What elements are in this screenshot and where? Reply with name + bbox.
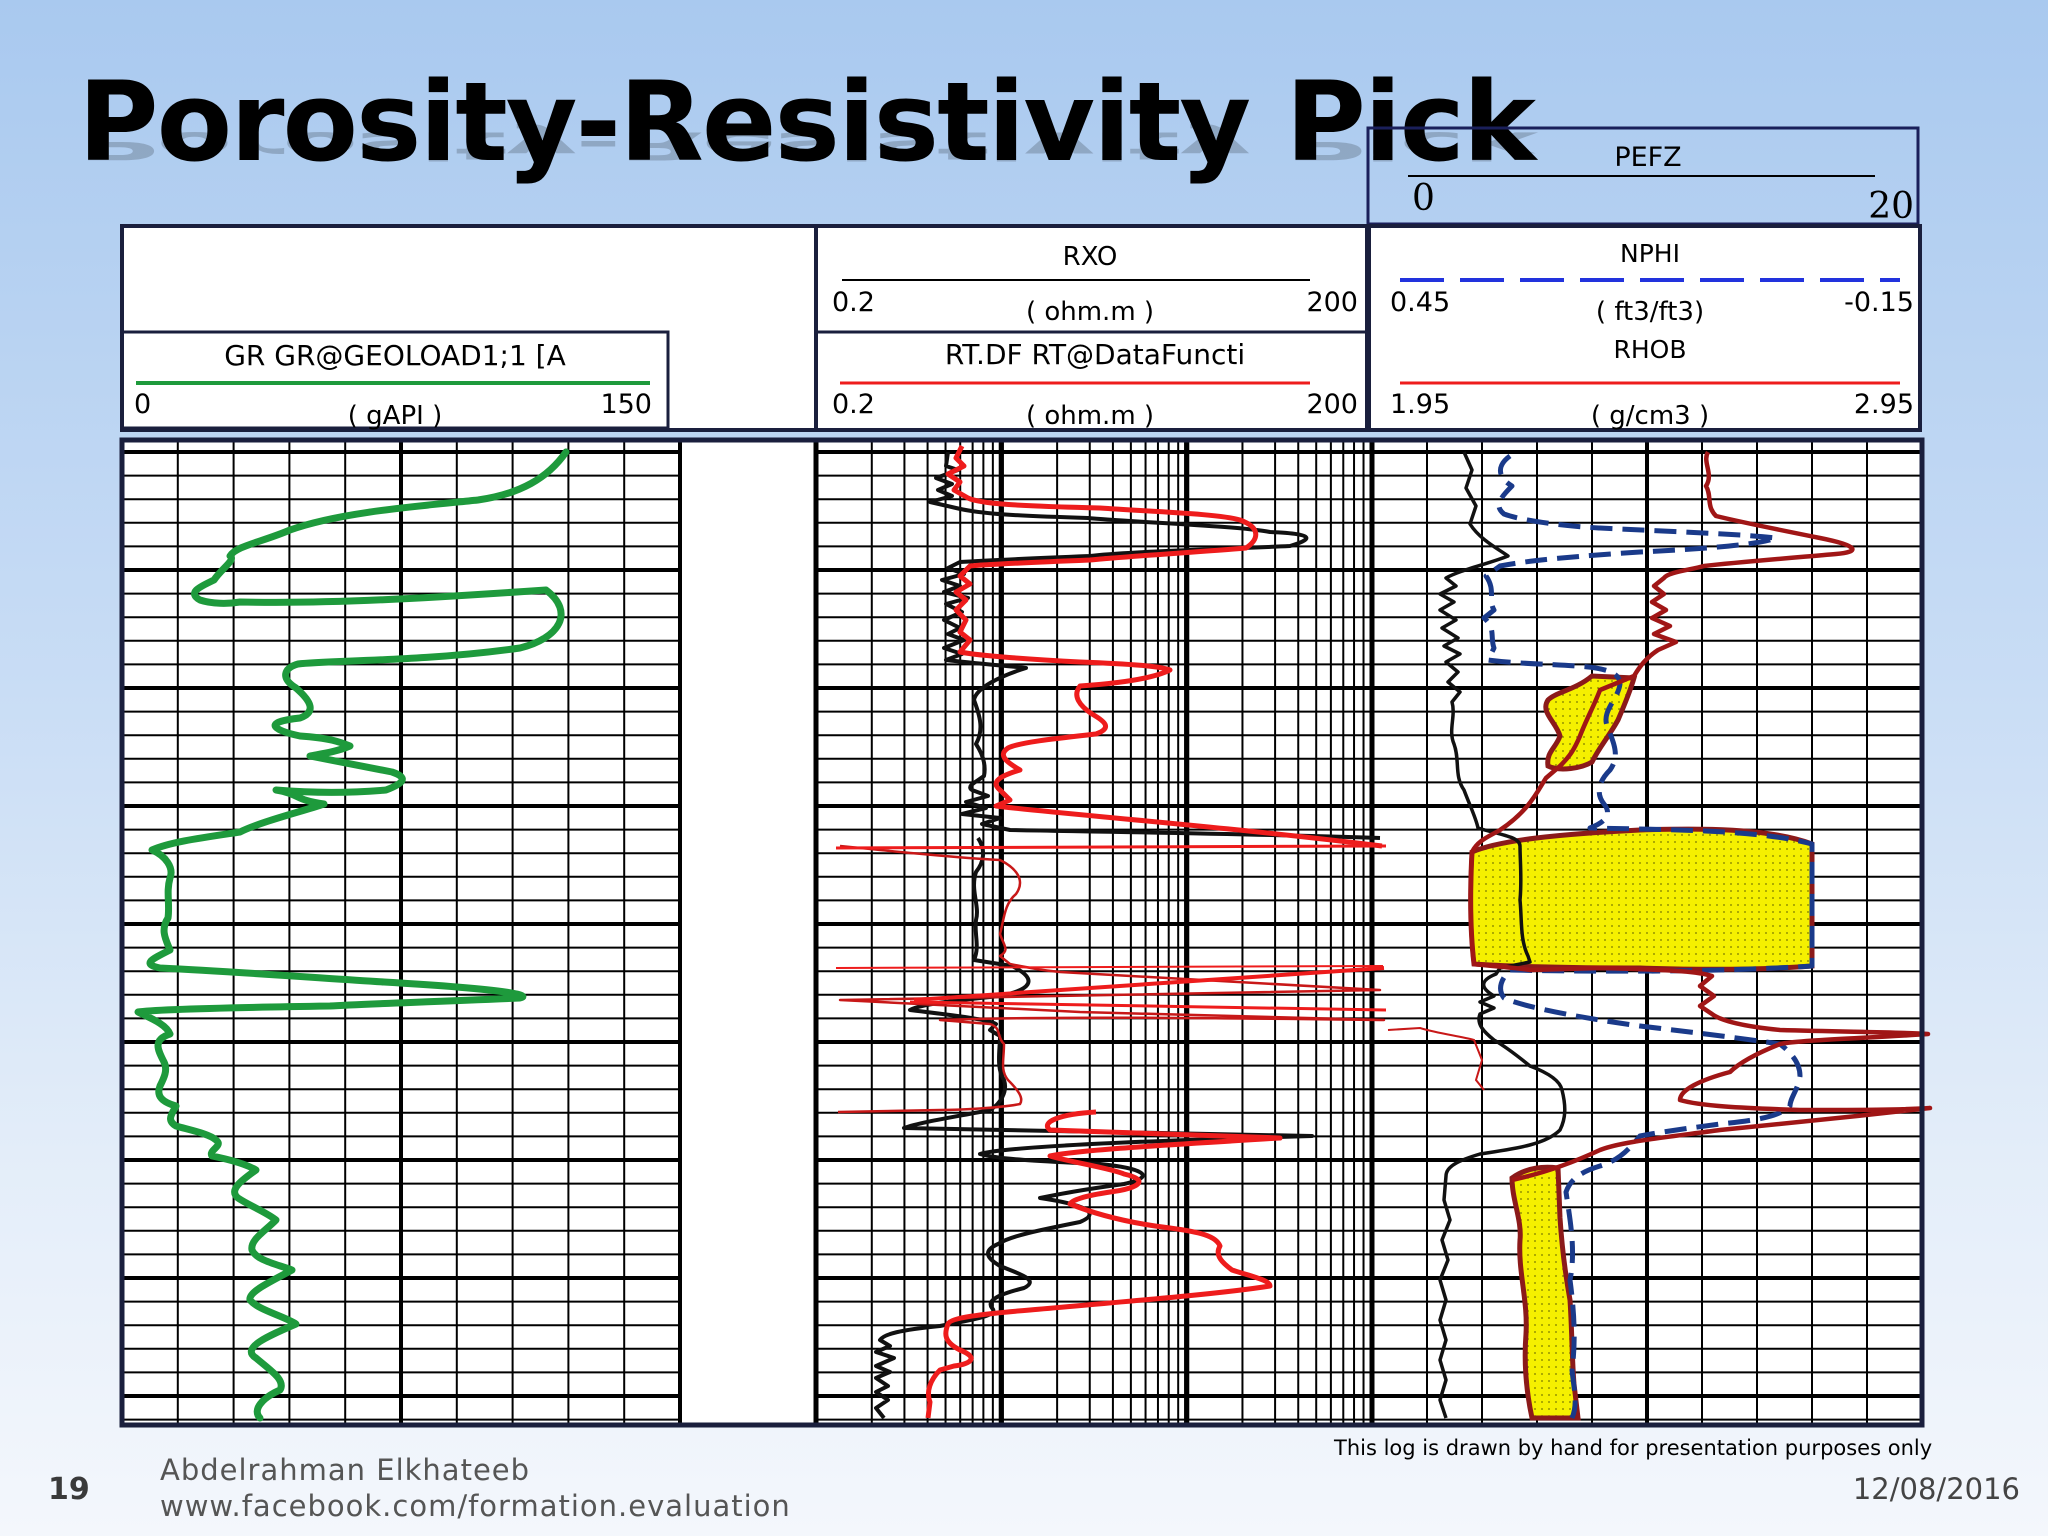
rxo-min: 0.2 bbox=[832, 287, 875, 318]
fill-zone-lower bbox=[1509, 1164, 1581, 1421]
rxo-max: 200 bbox=[1306, 287, 1358, 318]
slide-title: Porosity-Resistivity Pick bbox=[78, 58, 1536, 186]
rt-curve-middle bbox=[837, 844, 1386, 1114]
rt-spike-2 bbox=[913, 966, 1385, 1002]
hydrocarbon-fills bbox=[1468, 673, 1815, 1421]
nphi-unit: ( ft3/ft3) bbox=[1596, 297, 1704, 327]
rt-spike-4 bbox=[835, 965, 1384, 969]
nphi-name: NPHI bbox=[1620, 239, 1680, 268]
rt-scribble bbox=[1387, 1026, 1485, 1091]
fill-zone-upper bbox=[1543, 673, 1638, 772]
fill-zone-main bbox=[1468, 826, 1815, 972]
author-url[interactable]: www.facebook.com/formation.evaluation bbox=[160, 1489, 791, 1523]
gr-curve bbox=[134, 448, 570, 1422]
rxo-curve-upper bbox=[928, 451, 1381, 840]
rt-name: RT.DF RT@DataFuncti bbox=[945, 338, 1245, 371]
rhob-curve bbox=[1468, 450, 1933, 1183]
gr-unit: ( gAPI ) bbox=[348, 401, 442, 431]
rt-spike-3 bbox=[909, 1000, 1387, 1012]
gr-min: 0 bbox=[134, 389, 151, 420]
rt-max: 200 bbox=[1306, 389, 1358, 420]
rt-unit: ( ohm.m ) bbox=[1026, 401, 1154, 431]
presentation-note: This log is drawn by hand for presentati… bbox=[1334, 1436, 1933, 1460]
rxo-unit: ( ohm.m ) bbox=[1026, 297, 1154, 327]
density-black-curve bbox=[1438, 451, 1567, 1419]
nphi-min: 0.45 bbox=[1390, 287, 1450, 318]
gr-max: 150 bbox=[600, 389, 652, 420]
log-curves bbox=[134, 444, 1933, 1422]
nphi-curve bbox=[1481, 453, 1815, 1419]
rt-spike-1 bbox=[835, 844, 1387, 850]
gr-header-cell bbox=[120, 330, 670, 430]
header-frame bbox=[120, 224, 1922, 432]
gr-name: GR GR@GEOLOAD1;1 [A bbox=[224, 339, 566, 372]
curve-header: GR GR@GEOLOAD1;1 [A 0 ( gAPI ) 150 RXO 0… bbox=[120, 224, 1922, 432]
author-name: Abdelrahman Elkhateeb bbox=[160, 1453, 531, 1487]
rt-curve-lower bbox=[925, 1109, 1283, 1419]
rt-curve-upper bbox=[945, 444, 1383, 849]
author-block: Abdelrahman Elkhateeb www.facebook.com/f… bbox=[160, 1452, 791, 1524]
log-body-frame bbox=[119, 437, 1925, 1428]
rhob-min: 1.95 bbox=[1390, 389, 1450, 420]
pefz-header: PEFZ 0 20 bbox=[1366, 126, 1920, 227]
rhob-max: 2.95 bbox=[1854, 389, 1914, 420]
slide-date: 12/08/2016 bbox=[1852, 1472, 2020, 1506]
page-number: 19 bbox=[48, 1472, 90, 1507]
nphi-max: -0.15 bbox=[1844, 287, 1914, 318]
pefz-name: PEFZ bbox=[1614, 142, 1681, 173]
rt-min: 0.2 bbox=[832, 389, 875, 420]
pefz-max: 20 bbox=[1868, 186, 1914, 227]
rxo-name: RXO bbox=[1063, 242, 1118, 272]
pefz-min: 0 bbox=[1412, 178, 1435, 219]
rhob-unit: ( g/cm3 ) bbox=[1591, 401, 1709, 431]
rhob-name: RHOB bbox=[1614, 335, 1687, 364]
